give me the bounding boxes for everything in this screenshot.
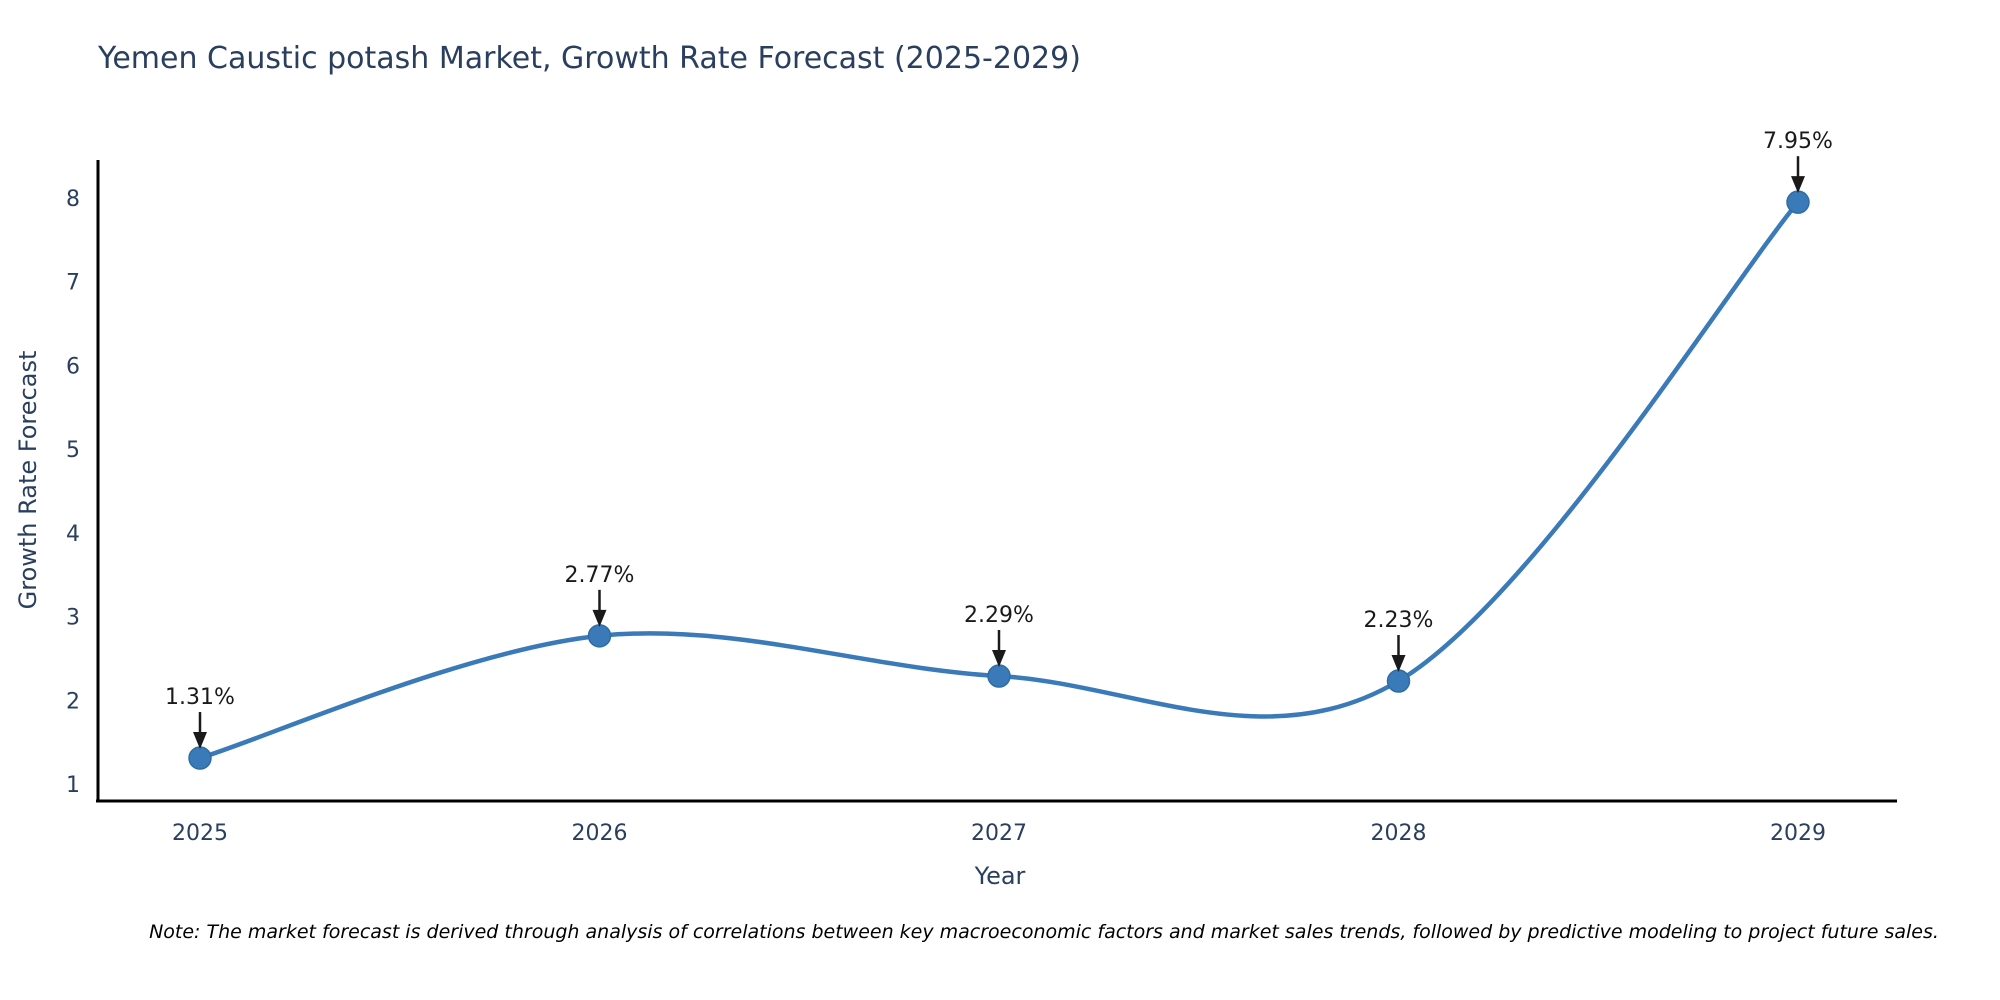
y-tick-label: 5 bbox=[66, 438, 80, 463]
x-tick-label: 2028 bbox=[1371, 821, 1427, 846]
y-tick-label: 3 bbox=[66, 606, 80, 631]
data-point bbox=[1386, 669, 1411, 693]
y-axis-tick-labels: 1 2 3 4 5 6 7 8 bbox=[66, 187, 80, 798]
x-tick-label: 2026 bbox=[572, 821, 628, 846]
annotation-label: 7.95% bbox=[1763, 129, 1833, 154]
annotation-label: 2.23% bbox=[1364, 608, 1434, 633]
data-point bbox=[587, 624, 612, 648]
chart-title: Yemen Caustic potash Market, Growth Rate… bbox=[97, 41, 1081, 76]
annotation-arrow-head bbox=[1791, 176, 1805, 194]
annotation-arrow-head bbox=[193, 732, 207, 750]
x-tick-label: 2029 bbox=[1770, 821, 1826, 846]
annotation-arrow-head bbox=[992, 650, 1006, 668]
series-line bbox=[197, 199, 1801, 761]
annotation-label: 2.29% bbox=[964, 603, 1034, 628]
y-tick-label: 4 bbox=[66, 522, 80, 547]
data-point bbox=[188, 746, 212, 770]
annotation-arrow-head bbox=[1391, 655, 1406, 673]
footnote: Note: The market forecast is derived thr… bbox=[149, 921, 1939, 943]
forecast-line bbox=[197, 199, 1801, 761]
y-tick-label: 7 bbox=[66, 271, 80, 296]
annotation-label: 1.31% bbox=[165, 685, 235, 710]
y-axis-title: Growth Rate Forecast bbox=[14, 351, 42, 610]
annotation-arrow-head bbox=[592, 609, 607, 627]
data-point bbox=[1786, 190, 1810, 214]
x-tick-label: 2025 bbox=[172, 821, 228, 846]
y-tick-label: 1 bbox=[66, 773, 80, 798]
data-points bbox=[188, 190, 1810, 770]
y-tick-label: 6 bbox=[66, 354, 80, 379]
x-axis-title: Year bbox=[974, 862, 1026, 890]
annotation-label: 2.77% bbox=[565, 563, 635, 588]
data-point bbox=[987, 664, 1011, 688]
y-tick-label: 2 bbox=[66, 689, 80, 714]
x-axis-tick-labels: 2025 2026 2027 2028 2029 bbox=[172, 821, 1826, 846]
point-annotations: 1.31% 2.77% 2.29% 2.23% 7.95% bbox=[165, 129, 1833, 750]
x-tick-label: 2027 bbox=[971, 821, 1027, 846]
y-tick-label: 8 bbox=[66, 187, 80, 212]
